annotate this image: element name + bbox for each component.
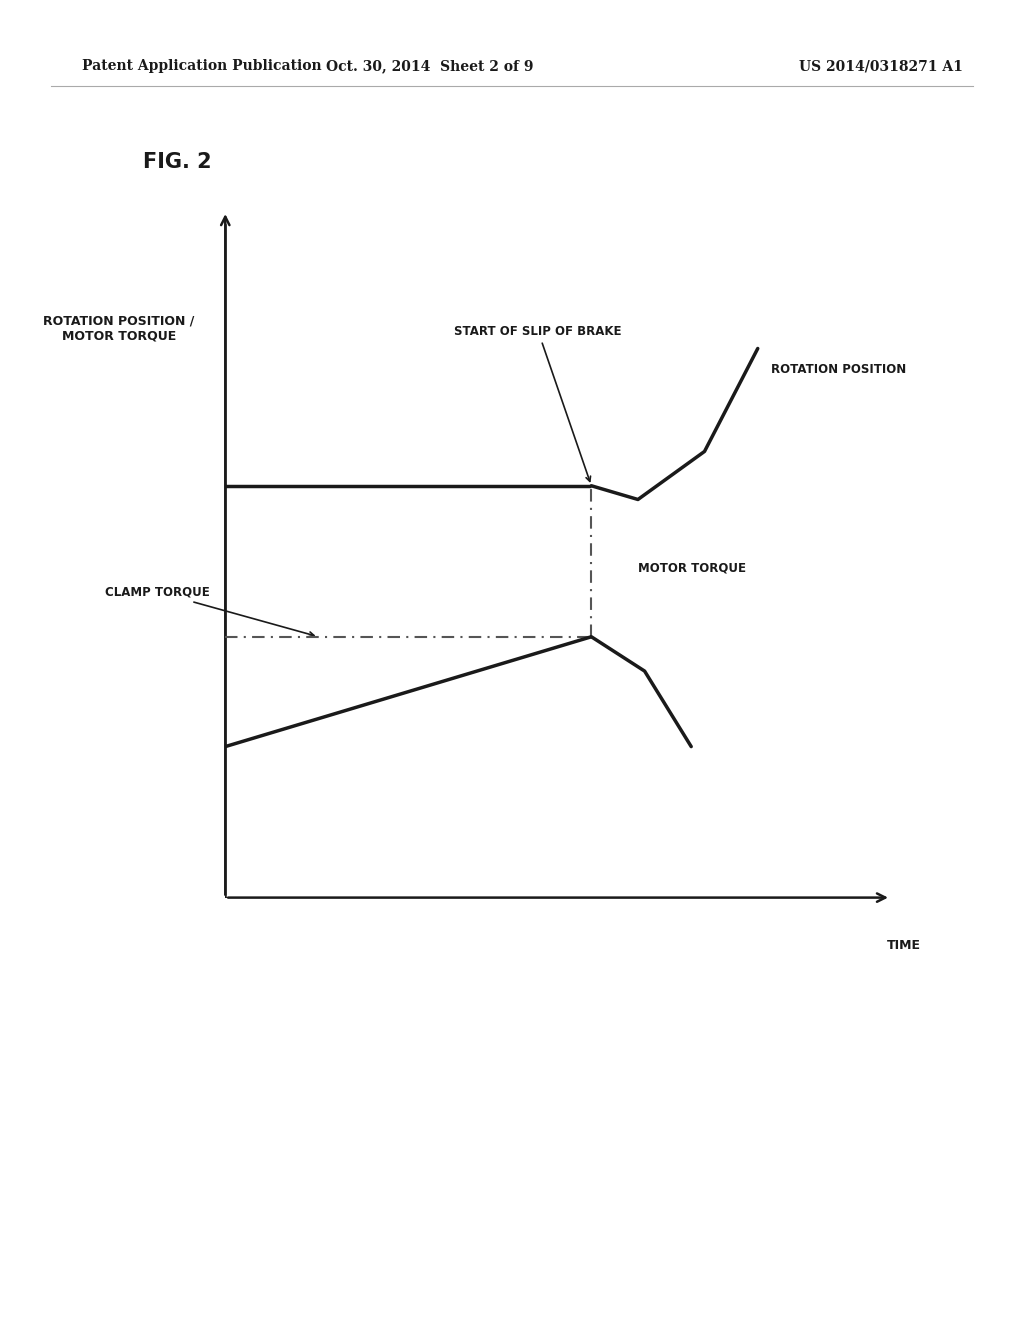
Text: TIME: TIME <box>887 939 922 952</box>
Text: FIG. 2: FIG. 2 <box>143 152 212 172</box>
Text: START OF SLIP OF BRAKE: START OF SLIP OF BRAKE <box>455 325 622 482</box>
Text: ROTATION POSITION: ROTATION POSITION <box>771 363 906 376</box>
Text: Patent Application Publication: Patent Application Publication <box>82 59 322 74</box>
Text: Oct. 30, 2014  Sheet 2 of 9: Oct. 30, 2014 Sheet 2 of 9 <box>327 59 534 74</box>
Text: MOTOR TORQUE: MOTOR TORQUE <box>638 561 745 574</box>
Text: ROTATION POSITION /
MOTOR TORQUE: ROTATION POSITION / MOTOR TORQUE <box>43 314 195 342</box>
Text: CLAMP TORQUE: CLAMP TORQUE <box>105 586 314 636</box>
Text: US 2014/0318271 A1: US 2014/0318271 A1 <box>799 59 963 74</box>
